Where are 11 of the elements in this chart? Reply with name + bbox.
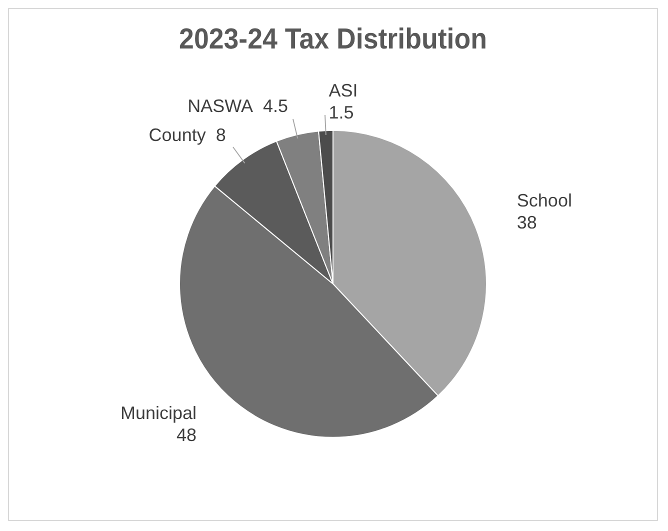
chart-title: 2023-24 Tax Distribution [179, 22, 487, 55]
slice-label: School [516, 190, 572, 211]
data-label: 8 [216, 124, 226, 145]
slice-label: NASWA [188, 96, 254, 116]
data-label: 38 [516, 212, 537, 233]
slice-label: Municipal [120, 402, 197, 423]
data-label: 48 [176, 424, 197, 445]
data-label: 4.5 [263, 96, 288, 116]
slice-label: ASI [328, 80, 358, 101]
data-label: 1.5 [328, 102, 354, 123]
slice-label: County [148, 124, 206, 145]
